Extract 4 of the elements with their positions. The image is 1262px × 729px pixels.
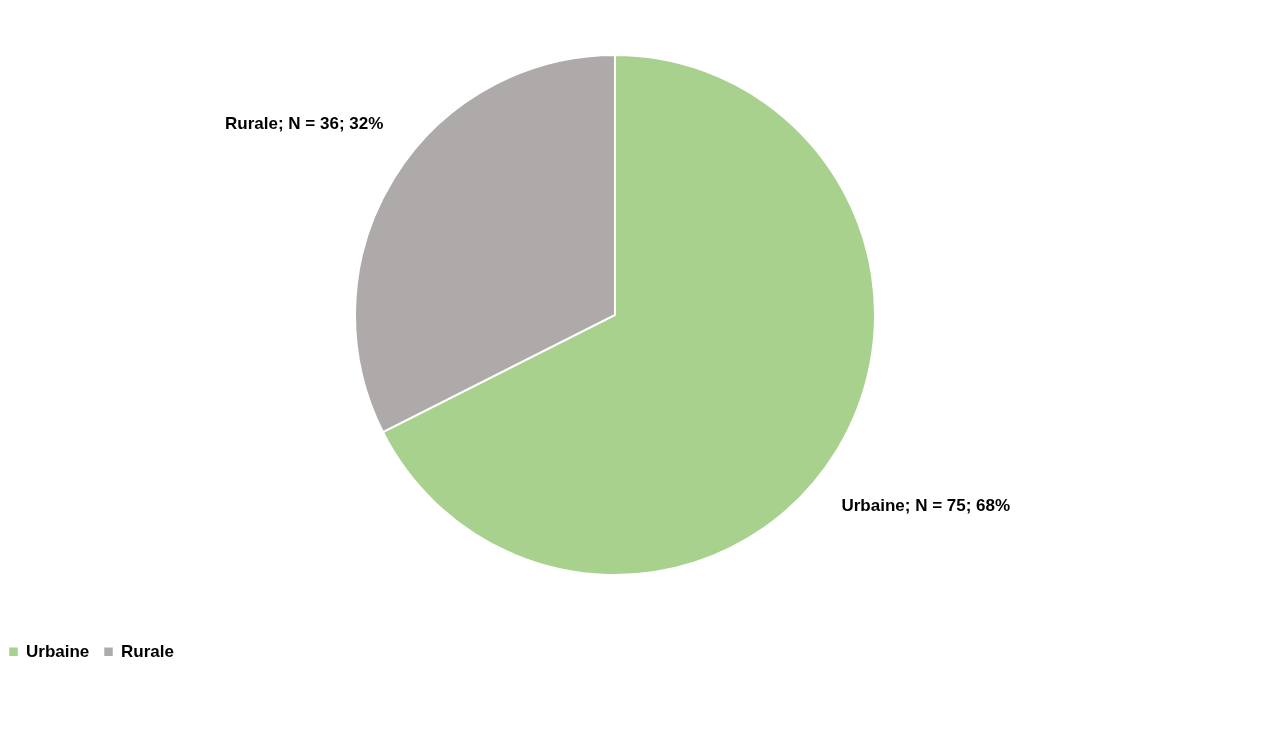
data-label: Urbaine; N = 75; 68% (841, 496, 1011, 516)
legend-label: Rurale (121, 641, 174, 661)
data-label: Rurale; N = 36; 32% (225, 113, 384, 133)
legend-label: Urbaine (26, 641, 90, 661)
